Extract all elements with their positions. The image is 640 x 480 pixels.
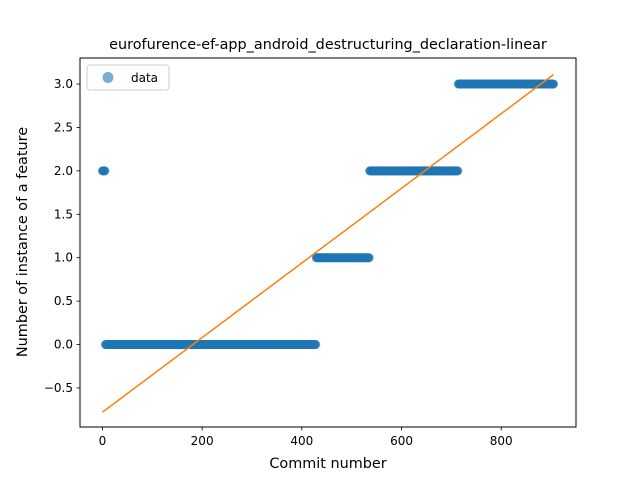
legend: data <box>86 64 170 91</box>
y-tick-label: −0.5 <box>44 381 73 395</box>
data-point <box>549 79 559 89</box>
x-tick-label: 400 <box>290 434 313 448</box>
data-point <box>453 166 463 176</box>
x-tick-label: 200 <box>191 434 214 448</box>
y-tick-label: 1.5 <box>54 207 73 221</box>
x-tick-label: 800 <box>490 434 513 448</box>
x-axis: 0 200 400 600 800 <box>99 427 513 448</box>
legend-label-data: data <box>131 71 158 85</box>
linear-fit-line <box>101 73 555 413</box>
y-tick-label: 0.5 <box>54 294 73 308</box>
x-tick-label: 600 <box>390 434 413 448</box>
chart-title: eurofurence-ef-app_android_destructuring… <box>109 37 547 53</box>
data-point-group <box>100 340 321 350</box>
data-point-group <box>311 253 374 263</box>
y-axis: −0.5 0.0 0.5 1.0 1.5 2.0 2.5 3.0 <box>44 77 80 395</box>
y-axis-label: Number of instance of a feature <box>15 127 31 357</box>
legend-box <box>86 64 170 91</box>
data-point <box>100 166 110 176</box>
data-point-group <box>97 166 110 176</box>
axes-frame <box>79 57 577 428</box>
x-axis-label: Commit number <box>269 456 386 472</box>
y-tick-label: 0.0 <box>54 338 73 352</box>
x-tick-label: 0 <box>99 434 107 448</box>
y-tick-label: 2.0 <box>54 164 73 178</box>
data-point <box>364 253 374 263</box>
y-tick-label: 2.5 <box>54 120 73 134</box>
plot-area <box>97 73 559 413</box>
data-point <box>311 340 321 350</box>
legend-marker-data <box>102 72 114 83</box>
data-point-group <box>453 79 559 89</box>
y-tick-label: 1.0 <box>54 251 73 265</box>
data-point-group <box>365 166 463 176</box>
y-tick-label: 3.0 <box>54 77 73 91</box>
